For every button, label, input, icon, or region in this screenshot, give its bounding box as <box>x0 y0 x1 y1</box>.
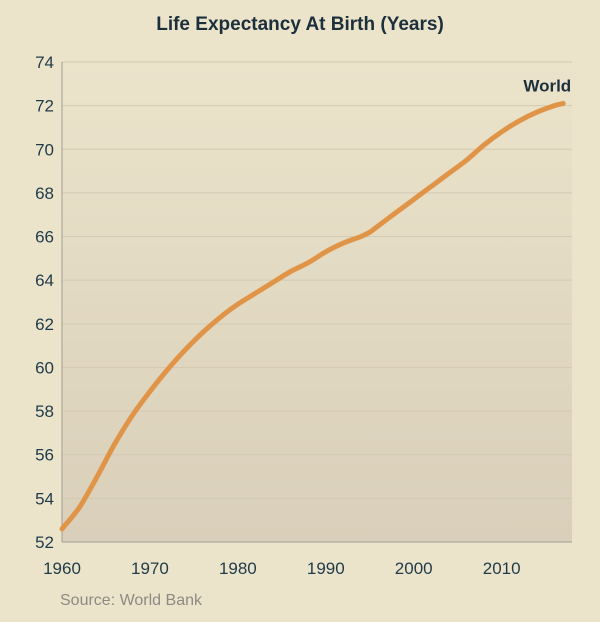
x-tick-label: 2000 <box>395 559 433 578</box>
axes <box>61 62 572 543</box>
y-tick-label: 56 <box>35 446 54 465</box>
y-tick-label: 58 <box>35 402 54 421</box>
y-tick-label: 72 <box>35 97 54 116</box>
x-axis-ticks: 1960 1970 1980 1990 2000 2010 <box>43 559 520 578</box>
y-tick-label: 62 <box>35 315 54 334</box>
source-note: Source: World Bank <box>60 592 202 609</box>
x-tick-label: 1960 <box>43 559 81 578</box>
series-label-world: World <box>523 76 571 95</box>
series-labels: World <box>523 76 571 95</box>
chart-title: Life Expectancy At Birth (Years) <box>156 14 444 35</box>
x-tick-label: 1990 <box>307 559 345 578</box>
x-tick-label: 1970 <box>131 559 169 578</box>
y-tick-label: 68 <box>35 184 54 203</box>
series-lines <box>59 101 566 532</box>
y-tick-label: 74 <box>35 53 54 72</box>
series-line-world <box>59 101 566 532</box>
y-tick-label: 66 <box>35 228 54 247</box>
y-tick-label: 60 <box>35 358 54 377</box>
gridlines <box>62 61 572 499</box>
y-tick-label: 54 <box>35 489 54 508</box>
y-tick-label: 70 <box>35 140 54 159</box>
x-tick-label: 1980 <box>219 559 257 578</box>
x-tick-label: 2010 <box>483 559 521 578</box>
y-axis-ticks: 52 54 56 58 60 62 64 66 68 70 72 74 <box>35 53 54 552</box>
y-tick-label: 64 <box>35 271 54 290</box>
y-tick-label: 52 <box>35 533 54 552</box>
